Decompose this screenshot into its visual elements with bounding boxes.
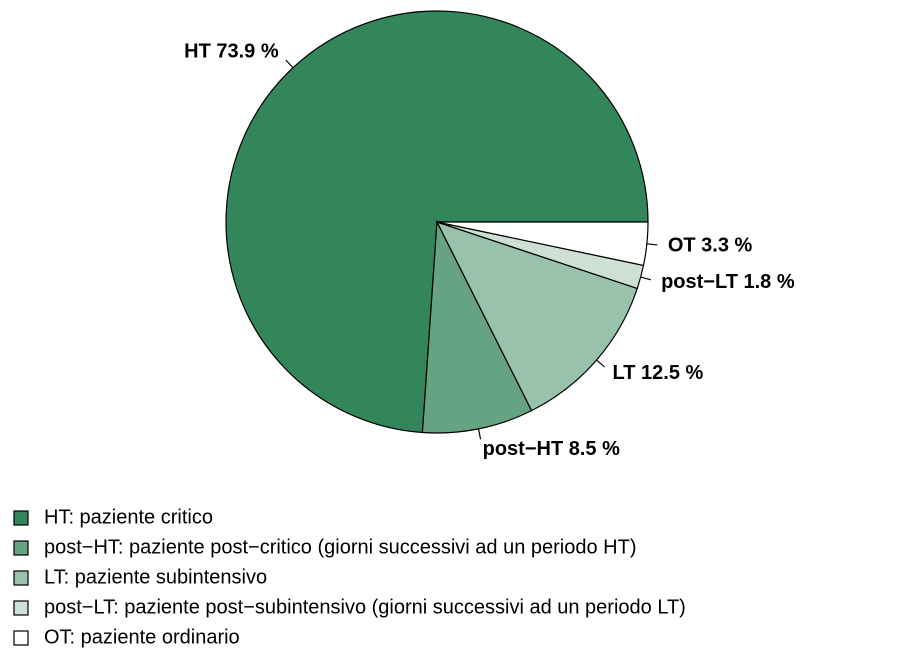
leader-line <box>646 243 658 246</box>
slice-label: post−HT 8.5 % <box>483 438 620 460</box>
legend-swatch <box>13 630 29 646</box>
legend-label: HT: paziente critico <box>44 506 213 528</box>
legend-swatch <box>13 570 29 586</box>
legend-label: OT: paziente ordinario <box>44 626 240 648</box>
slice-label: HT 73.9 % <box>184 41 279 63</box>
legend-label: post−HT: paziente post−critico (giorni s… <box>44 536 637 558</box>
leader-line <box>285 59 294 69</box>
leader-line <box>640 276 652 281</box>
leader-line <box>477 428 482 440</box>
legend-swatch <box>13 540 29 556</box>
leader-line <box>596 359 605 368</box>
legend-swatch <box>13 600 29 616</box>
slice-label: LT 12.5 % <box>613 362 704 384</box>
slice-label: OT 3.3 % <box>668 234 753 256</box>
slice-label: post−LT 1.8 % <box>661 271 795 293</box>
legend-swatch <box>13 510 29 526</box>
legend-label: post−LT: paziente post−subintensivo (gio… <box>44 596 686 618</box>
legend-label: LT: paziente subintensivo <box>44 566 267 588</box>
